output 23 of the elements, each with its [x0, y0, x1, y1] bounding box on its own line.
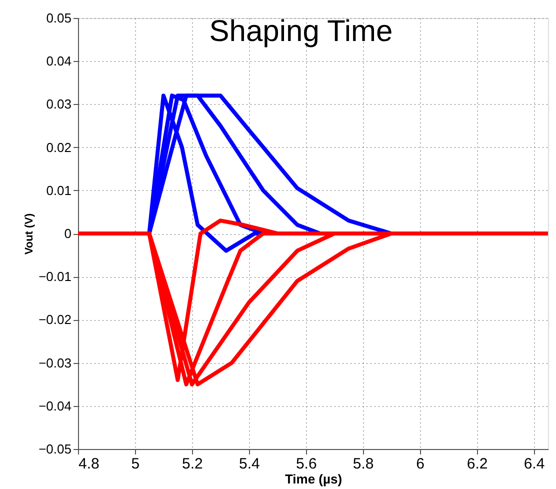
x-tick-label: 5.2: [182, 456, 203, 472]
x-axis-title: Time (µs): [284, 472, 342, 486]
y-tick-label: −0.03: [38, 355, 72, 370]
y-tick-label: 0.05: [46, 10, 72, 26]
x-tick-label: 5.4: [238, 456, 260, 472]
y-tick-label: 0: [64, 226, 72, 241]
x-tick-label: 6.4: [524, 456, 545, 472]
chart-title: Shaping Time: [209, 15, 393, 48]
y-tick-label: −0.04: [38, 398, 72, 414]
x-tick-label: 6: [416, 456, 424, 472]
y-tick-label: 0.02: [46, 140, 72, 155]
x-tick-label: 5.8: [352, 456, 374, 472]
y-tick-label: 0.01: [46, 182, 72, 198]
y-tick-label: −0.01: [38, 269, 72, 284]
x-tick-label: 6.2: [466, 456, 488, 472]
y-tick-label: −0.02: [38, 312, 72, 328]
y-axis-title: Vout (V): [24, 212, 36, 255]
x-tick-label: 4.8: [78, 456, 100, 472]
x-tick-label: 5: [131, 456, 140, 472]
y-tick-label: 0.04: [46, 54, 72, 69]
y-tick-label: −0.05: [38, 442, 72, 456]
x-tick-label: 5.6: [296, 456, 317, 472]
y-tick-label: 0.03: [46, 96, 72, 112]
